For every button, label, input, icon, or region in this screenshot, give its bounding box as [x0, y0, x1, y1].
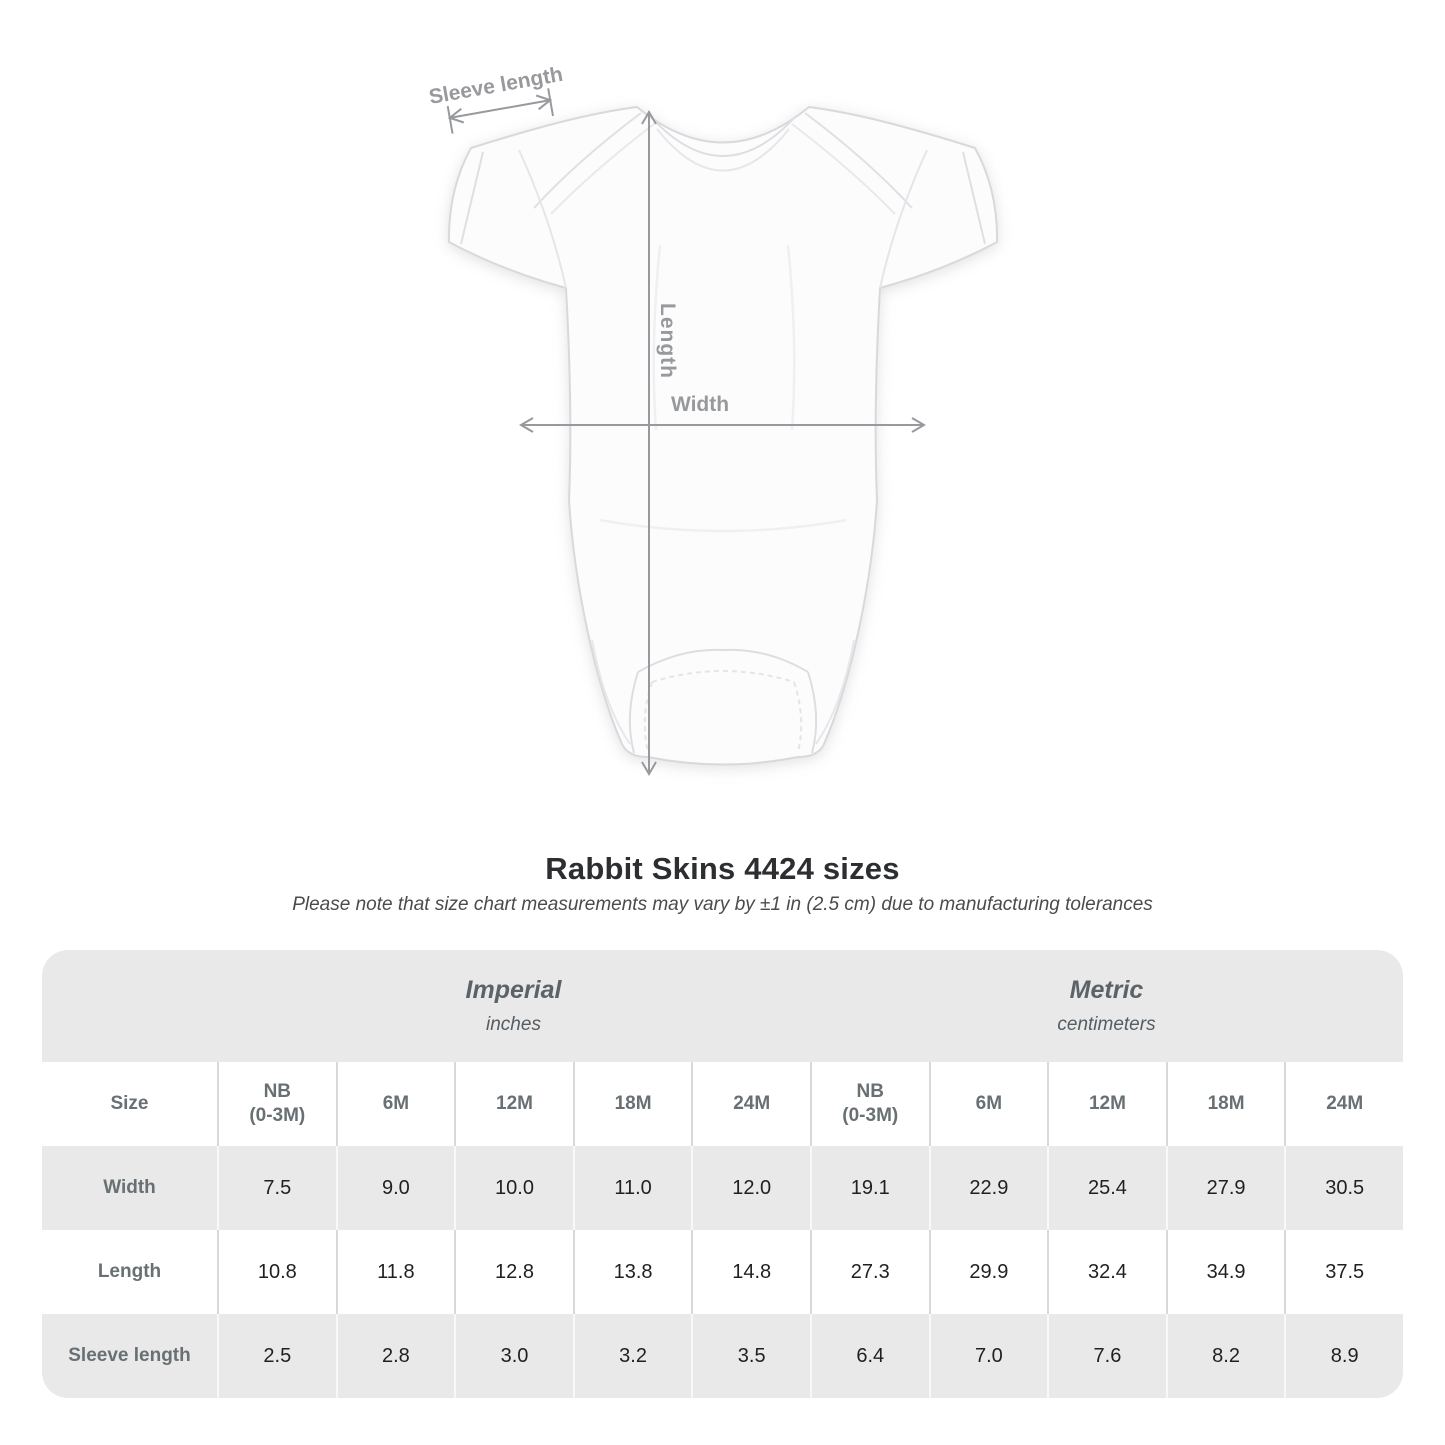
- size-value: 34.9: [1165, 1230, 1285, 1314]
- imperial-header-cell: Imperial inches: [217, 950, 810, 1062]
- metric-header-cell: Metric centimeters: [809, 950, 1403, 1062]
- size-value: 3.2: [572, 1314, 692, 1398]
- column-header-row: Size NB (0-3M) 6M 12M 18M 24M NB (0-3M) …: [42, 1062, 1403, 1146]
- measurement-annotations: [446, 88, 926, 776]
- size-value: 27.3: [809, 1230, 929, 1314]
- measurement-diagram: Sleeve length Length Width: [427, 63, 999, 776]
- width-label: Width: [671, 393, 729, 416]
- size-value: 11.8: [335, 1230, 455, 1314]
- table-row-width: Width 7.5 9.0 10.0 11.0 12.0 19.1 22.9 2…: [42, 1146, 1403, 1230]
- size-chart-table: Imperial inches Metric centimeters Size …: [42, 950, 1403, 1398]
- size-value: 3.0: [454, 1314, 573, 1398]
- length-label: Length: [656, 303, 679, 379]
- onesie-silhouette: [447, 106, 999, 766]
- onesie-illustration: [447, 106, 999, 766]
- size-value: 9.0: [335, 1146, 455, 1230]
- fabric-wrinkles: [599, 244, 847, 533]
- size-value: 25.4: [1047, 1146, 1166, 1230]
- size-value: 6.4: [809, 1314, 929, 1398]
- column-header: 6M: [928, 1062, 1048, 1146]
- size-value: 32.4: [1047, 1230, 1166, 1314]
- size-value: 11.0: [572, 1146, 692, 1230]
- unit-header-row: Imperial inches Metric centimeters: [42, 950, 1403, 1062]
- table-row-length: Length 10.8 11.8 12.8 13.8 14.8 27.3 29.…: [42, 1230, 1403, 1314]
- size-value: 2.8: [335, 1314, 455, 1398]
- table-row-sleeve-length: Sleeve length 2.5 2.8 3.0 3.2 3.5 6.4 7.…: [42, 1314, 1403, 1398]
- crotch-flap: [628, 648, 818, 754]
- size-value: 29.9: [928, 1230, 1048, 1314]
- sleeve-length-arrow: [446, 88, 554, 134]
- width-arrow: [519, 417, 926, 433]
- size-value: 12.8: [454, 1230, 573, 1314]
- metric-sublabel: centimeters: [1057, 1014, 1156, 1035]
- size-value: 19.1: [809, 1146, 929, 1230]
- size-value: 30.5: [1284, 1146, 1403, 1230]
- size-chart-table-container: Imperial inches Metric centimeters Size …: [42, 950, 1403, 1398]
- size-value: 10.0: [454, 1146, 573, 1230]
- size-value: 37.5: [1284, 1230, 1403, 1314]
- length-arrow: [641, 110, 657, 776]
- row-label: Sleeve length: [42, 1314, 217, 1398]
- size-value: 7.0: [928, 1314, 1048, 1398]
- column-header: 6M: [335, 1062, 455, 1146]
- size-value: 7.6: [1047, 1314, 1166, 1398]
- neckband: [649, 115, 797, 172]
- size-value: 8.9: [1284, 1314, 1403, 1398]
- column-header: NB (0-3M): [217, 1062, 336, 1146]
- metric-label: Metric: [1069, 976, 1144, 1004]
- column-header: 12M: [454, 1062, 573, 1146]
- size-value: 3.5: [691, 1314, 810, 1398]
- page-title: Rabbit Skins 4424 sizes: [545, 851, 900, 886]
- size-value: 12.0: [691, 1146, 810, 1230]
- imperial-sublabel: inches: [486, 1014, 541, 1035]
- size-value: 8.2: [1165, 1314, 1285, 1398]
- leg-bindings: [591, 639, 855, 745]
- column-header: 24M: [691, 1062, 810, 1146]
- size-value: 27.9: [1165, 1146, 1285, 1230]
- size-tolerance-note: Please note that size chart measurements…: [292, 894, 1153, 915]
- row-label: Length: [97, 1261, 162, 1283]
- size-column-header: Size: [110, 1093, 149, 1115]
- size-value: 13.8: [572, 1230, 692, 1314]
- unit-band-spacer: [42, 950, 217, 1062]
- column-header: 12M: [1047, 1062, 1166, 1146]
- size-value: 22.9: [928, 1146, 1048, 1230]
- size-value: 7.5: [217, 1146, 336, 1230]
- size-value: 2.5: [217, 1314, 336, 1398]
- sleeve-cuffs: [460, 151, 986, 245]
- row-label: Width: [42, 1146, 217, 1230]
- imperial-label: Imperial: [465, 976, 562, 1004]
- column-header: 24M: [1284, 1062, 1403, 1146]
- column-header: NB (0-3M): [809, 1062, 929, 1146]
- column-header: 18M: [1165, 1062, 1285, 1146]
- size-value: 14.8: [691, 1230, 810, 1314]
- column-header: 18M: [572, 1062, 692, 1146]
- lap-shoulder-folds: [533, 112, 913, 215]
- size-value: 10.8: [217, 1230, 336, 1314]
- armhole-seams: [518, 149, 928, 289]
